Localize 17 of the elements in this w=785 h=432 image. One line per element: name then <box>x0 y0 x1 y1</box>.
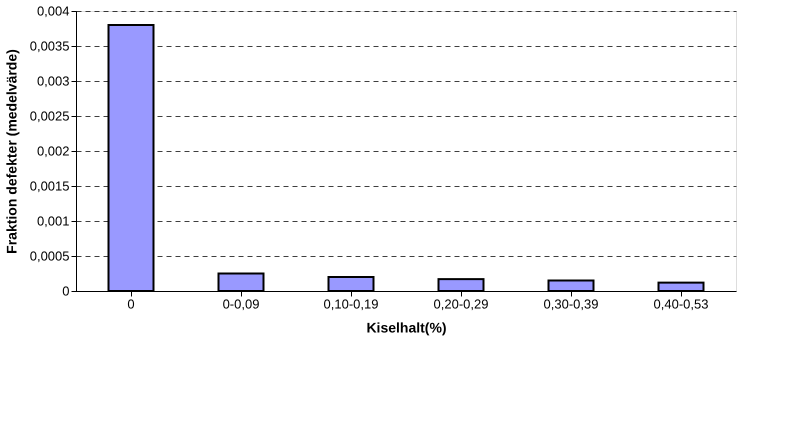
x-tick-label: 0,30-0,39 <box>544 296 598 312</box>
y-tick-label: 0,002 <box>36 144 70 158</box>
x-tick-label: 0,10-0,19 <box>324 296 378 312</box>
y-axis-title: Fraktion defekter (medelvärde) <box>4 49 20 254</box>
x-axis-title: Kiselhalt(%) <box>366 320 447 336</box>
x-tick-label: 0,20-0,29 <box>434 296 488 312</box>
y-tick-label: 0 <box>62 284 70 298</box>
y-tick-label: 0,0035 <box>30 38 70 54</box>
x-tick-label: 0 <box>127 296 135 312</box>
x-tick-label: 0,40-0,53 <box>654 296 708 312</box>
y-tick-label: 0,004 <box>36 4 70 18</box>
y-tick-label: 0,001 <box>36 214 70 228</box>
x-tick-label: 0-0,09 <box>222 296 260 312</box>
y-tick-label: 0,003 <box>36 74 70 88</box>
y-tick-label: 0,0025 <box>30 108 70 124</box>
y-tick-label: 0,0015 <box>30 178 70 194</box>
y-tick-label: 0,0005 <box>30 248 70 264</box>
